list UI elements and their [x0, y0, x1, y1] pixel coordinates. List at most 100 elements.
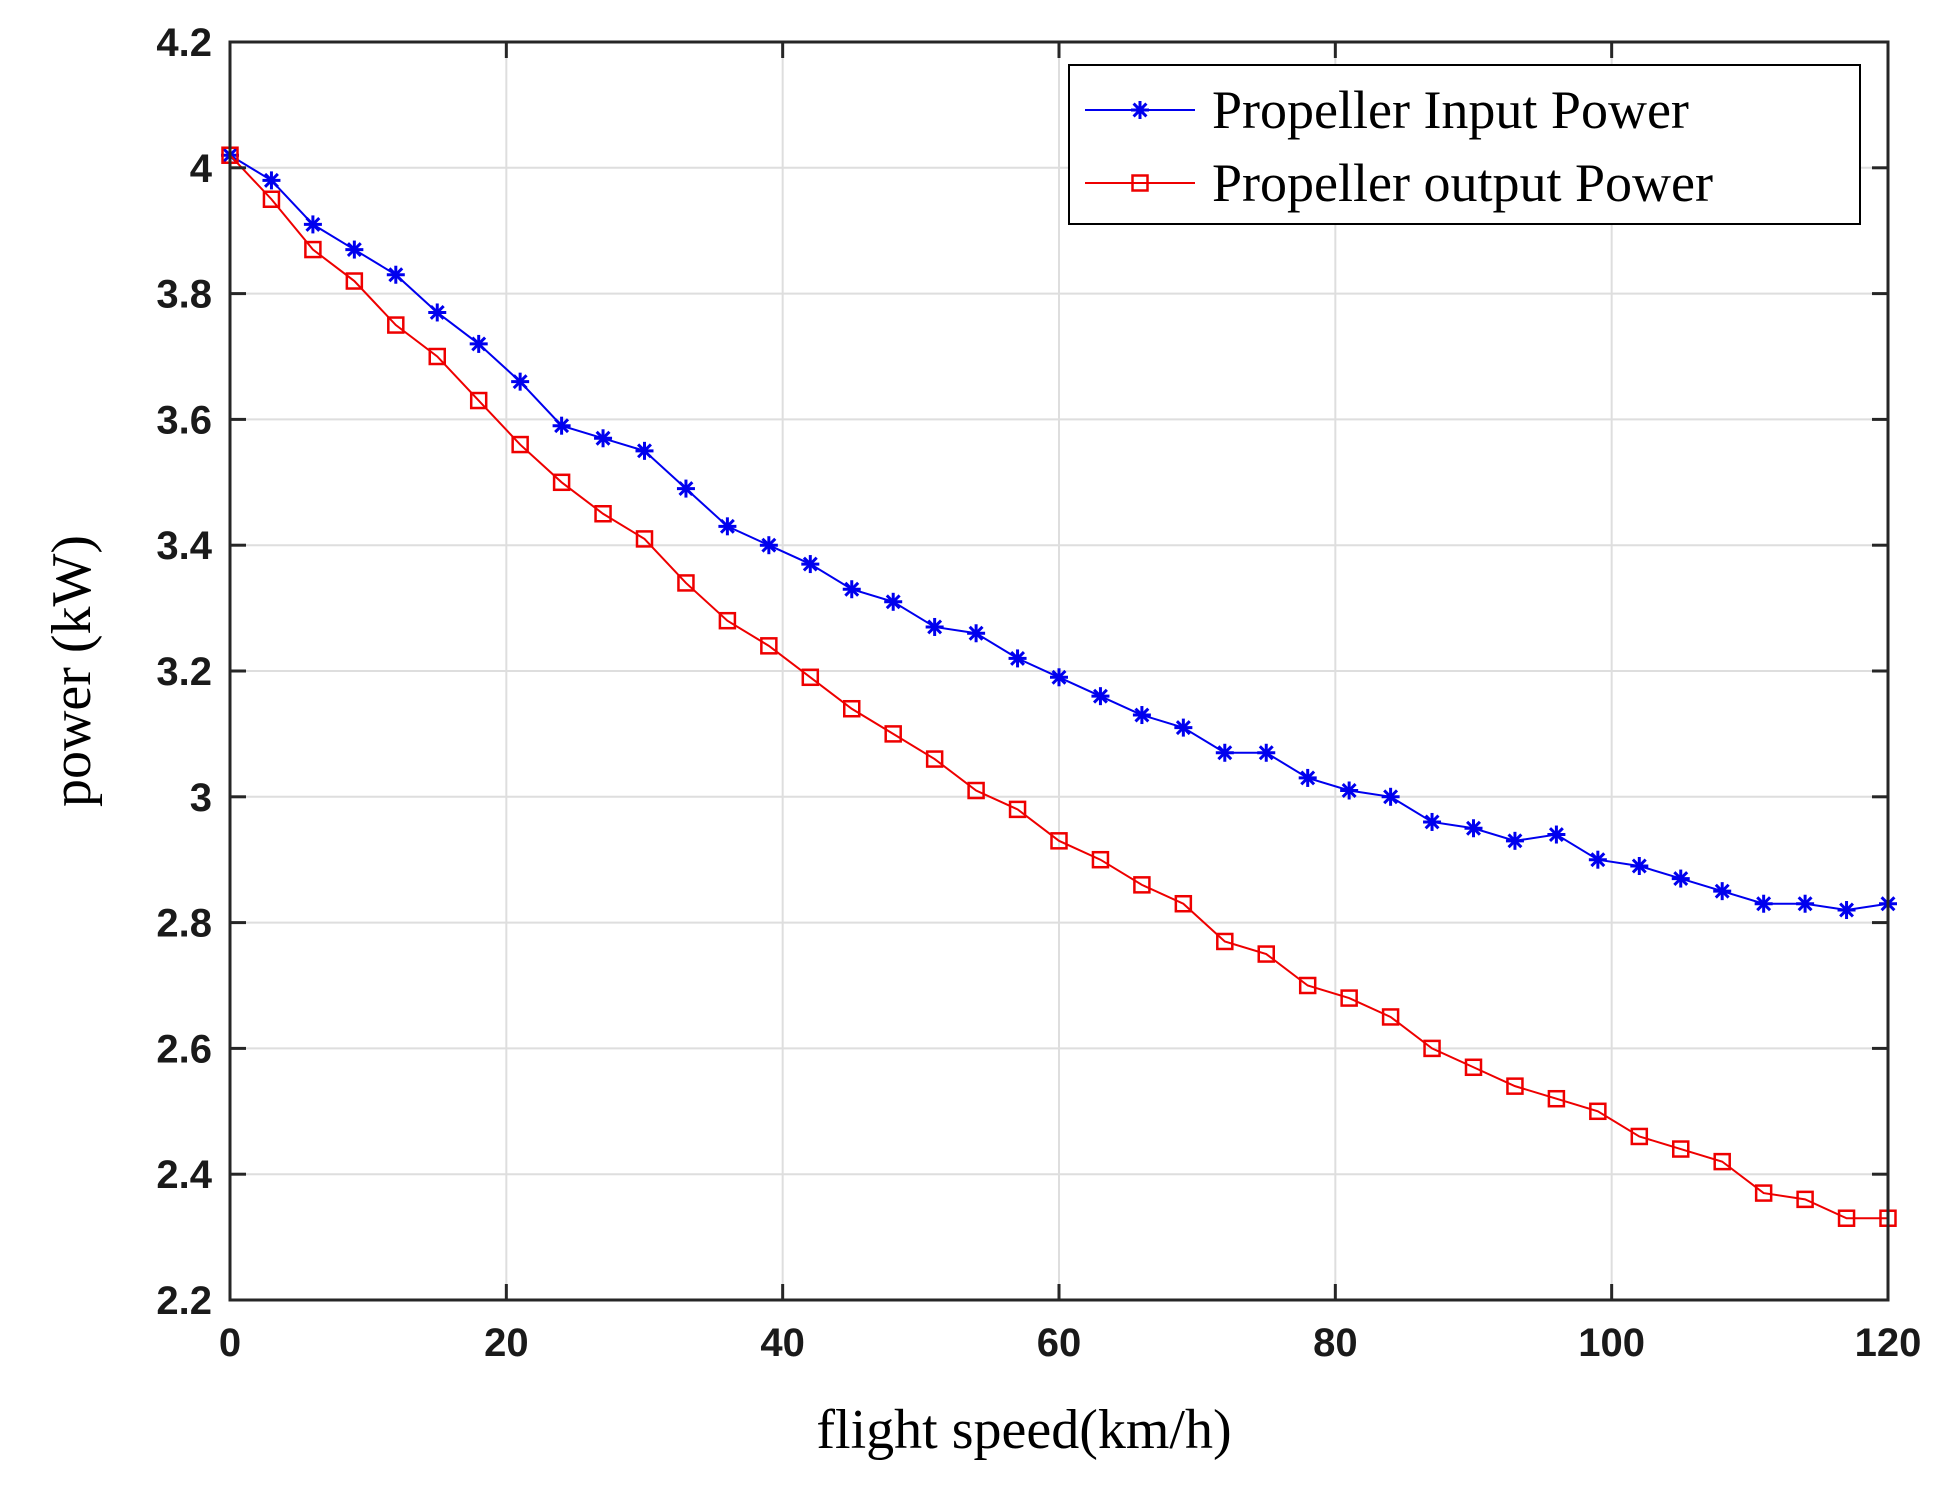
asterisk-marker [759, 536, 778, 555]
data-point [1133, 876, 1151, 894]
y-tick-label: 3.2 [156, 650, 212, 694]
square-marker [718, 611, 737, 630]
square-marker [1257, 945, 1275, 963]
square-marker [1837, 1209, 1856, 1227]
x-tick-label: 40 [760, 1321, 805, 1365]
square-marker [801, 668, 820, 687]
asterisk-stroke [1631, 858, 1647, 874]
data-point [1381, 787, 1400, 806]
data-point [635, 441, 654, 460]
asterisk-stroke [1424, 814, 1440, 830]
square-marker [1050, 832, 1068, 850]
y-tick-label: 2.4 [156, 1153, 212, 1197]
asterisk-marker [1215, 743, 1234, 762]
asterisk-stroke [1466, 820, 1481, 836]
asterisk-marker [1630, 856, 1649, 875]
asterisk-stroke [968, 625, 984, 641]
asterisk-marker [262, 171, 281, 190]
asterisk-stroke [1051, 669, 1067, 685]
square-marker [1796, 1190, 1814, 1209]
asterisk-marker [386, 265, 405, 284]
square-marker [1754, 1184, 1773, 1202]
asterisk-stroke [263, 172, 279, 188]
asterisk-stroke [1175, 720, 1191, 736]
square-marker [1547, 1089, 1566, 1108]
square-marker [1174, 894, 1193, 913]
asterisk-marker [1298, 768, 1317, 787]
asterisk-stroke [761, 537, 777, 553]
legend-marker-input [1131, 101, 1149, 119]
data-point [635, 530, 654, 548]
square-marker [1672, 1140, 1690, 1158]
data-point [718, 517, 737, 536]
series-0 [221, 146, 1897, 920]
asterisk-marker [552, 416, 571, 435]
asterisk-marker [1754, 894, 1773, 913]
data-point [1091, 850, 1110, 869]
asterisk-marker [676, 479, 695, 498]
data-point [1464, 1058, 1483, 1077]
asterisk-marker [842, 580, 861, 599]
data-point [1298, 768, 1317, 787]
asterisk-marker [1713, 882, 1732, 901]
asterisk-stroke [885, 594, 901, 610]
square-marker [1133, 876, 1151, 894]
data-point [1340, 781, 1359, 800]
y-tick-label: 3 [190, 776, 212, 820]
asterisk-marker [1547, 825, 1566, 844]
square-marker [469, 391, 488, 410]
asterisk-marker [1340, 781, 1359, 800]
data-point [1672, 1140, 1690, 1158]
square-marker [1423, 1039, 1441, 1058]
data-point [511, 372, 530, 391]
asterisk-marker [1837, 901, 1856, 920]
square-marker [511, 435, 529, 454]
data-point [718, 611, 737, 630]
data-point [1547, 825, 1566, 844]
asterisk-marker [1505, 831, 1524, 850]
asterisk-marker [1381, 787, 1400, 806]
data-point [884, 725, 902, 743]
asterisk-marker [1671, 869, 1690, 888]
asterisk-marker [1008, 649, 1027, 668]
asterisk-stroke [471, 336, 487, 352]
data-point [801, 668, 820, 687]
data-point [469, 334, 488, 353]
asterisk-marker [1131, 101, 1149, 119]
square-marker [1298, 976, 1317, 995]
data-point [842, 580, 861, 599]
data-point [1796, 894, 1815, 913]
asterisk-stroke [1300, 770, 1316, 786]
square-marker [304, 240, 322, 259]
data-point [345, 240, 364, 259]
data-point [1174, 718, 1193, 737]
data-point [759, 536, 778, 555]
data-point [387, 316, 405, 334]
asterisk-stroke [346, 242, 362, 258]
data-point [345, 272, 364, 290]
asterisk-stroke [1548, 827, 1564, 843]
data-point [1754, 894, 1773, 913]
y-tick-label: 2.8 [156, 902, 212, 946]
asterisk-stroke [554, 418, 570, 434]
asterisk-stroke [595, 430, 611, 446]
data-point [594, 505, 612, 523]
square-marker [1131, 174, 1149, 192]
data-point [1630, 1127, 1649, 1146]
data-point [1257, 945, 1275, 963]
legend-marker-output [1131, 174, 1149, 192]
square-marker [1091, 850, 1110, 869]
data-point [511, 435, 529, 454]
asterisk-marker [635, 441, 654, 460]
data-point [1589, 1102, 1607, 1121]
data-point [801, 555, 820, 574]
data-point [1713, 882, 1732, 901]
data-point [1216, 932, 1234, 951]
data-point [1464, 819, 1483, 838]
square-marker [1340, 989, 1358, 1007]
asterisk-marker [1423, 812, 1442, 831]
data-point [1050, 668, 1068, 687]
square-marker [884, 725, 902, 743]
data-point [1796, 1190, 1814, 1209]
